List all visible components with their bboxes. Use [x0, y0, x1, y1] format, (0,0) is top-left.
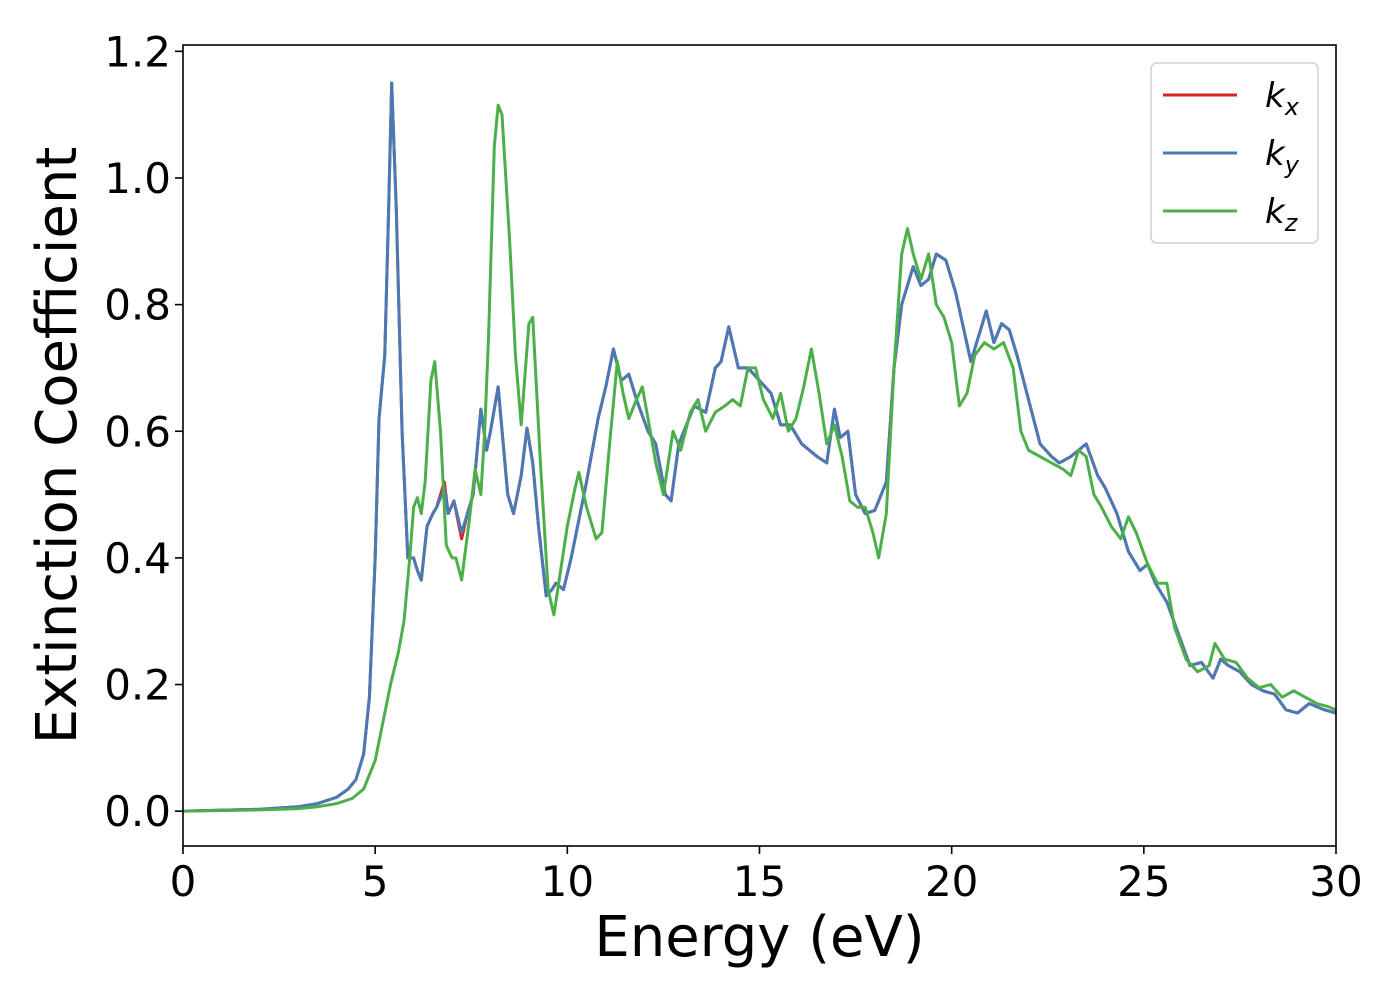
- x-tick-label: 0: [170, 857, 197, 906]
- y-tick-label: 0.2: [104, 661, 171, 710]
- series-layer: [183, 81, 1336, 813]
- legend-label-x: kx: [1265, 76, 1300, 121]
- y-axis-label: Extinction Coefficient: [25, 147, 90, 745]
- y-tick-label: 0.8: [104, 281, 171, 330]
- x-tick-label: 30: [1309, 857, 1362, 906]
- series-line-z: [183, 103, 1336, 813]
- y-tick-label: 1.0: [104, 154, 171, 203]
- y-tick-label: 0.4: [104, 534, 171, 583]
- y-tick-label: 0.6: [104, 407, 171, 456]
- x-tick-label: 20: [925, 857, 978, 906]
- series-line-y: [183, 81, 1336, 813]
- x-tick-label: 25: [1117, 857, 1170, 906]
- legend: kx ky kz: [1150, 62, 1319, 244]
- legend-label-y: ky: [1265, 134, 1300, 179]
- x-tick-label: 10: [541, 857, 594, 906]
- x-tick-label: 5: [362, 857, 389, 906]
- ticks-layer: 0 5 10 15 20 25 30 0.0 0.2 0.4 0.6 0.8 1.0 1.2: [104, 27, 1363, 906]
- y-tick-label: 0.0: [104, 787, 171, 836]
- x-tick-label: 15: [733, 857, 786, 906]
- y-tick-label: 1.2: [104, 27, 171, 76]
- x-axis-label: Energy (eV): [594, 905, 924, 970]
- legend-label-z: kz: [1265, 192, 1299, 237]
